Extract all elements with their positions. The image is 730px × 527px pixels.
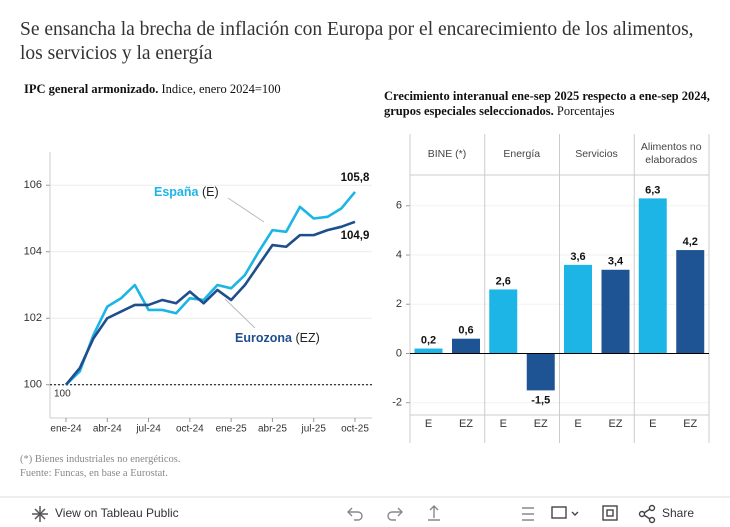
x-tick-label: E xyxy=(574,418,581,430)
value-label: 105,8 xyxy=(341,172,370,184)
bar xyxy=(676,250,705,354)
plot-area xyxy=(50,152,372,418)
x-tick-label: EZ xyxy=(534,418,548,430)
bar xyxy=(601,269,630,354)
reference-label: 100 xyxy=(54,388,71,399)
x-tick-label: ene-24 xyxy=(50,424,82,435)
y-tick-label: 106 xyxy=(24,179,42,191)
x-tick-label: abr-24 xyxy=(93,424,122,435)
line-title: IPC general armonizado. xyxy=(24,82,159,96)
dashboard-title: Se ensancha la brecha de inflación con E… xyxy=(20,19,694,64)
y-tick-label: 104 xyxy=(24,246,42,258)
line-subtitle: IPC general armonizado. Indice, enero 20… xyxy=(24,82,354,97)
value-label: 104,9 xyxy=(341,230,370,242)
y-tick-label: 100 xyxy=(24,379,42,391)
tableau-icon xyxy=(32,506,48,522)
value-label: -1,5 xyxy=(531,394,550,406)
facet-header: Servicios xyxy=(575,147,618,160)
facet-header: Alimentos no elaborados xyxy=(640,141,702,166)
bar xyxy=(638,198,667,354)
value-label: 3,6 xyxy=(570,251,585,263)
facet-header: Energía xyxy=(503,147,541,160)
view-link[interactable]: View on Tableau Public xyxy=(55,506,179,520)
legend-name: Eurozona xyxy=(235,331,293,345)
legend-leader xyxy=(224,298,256,329)
toolbar-icons[interactable] xyxy=(347,504,656,524)
facet-header: BINE (*) xyxy=(427,147,467,160)
value-label: 2,6 xyxy=(496,275,511,287)
value-label: 0,6 xyxy=(458,325,473,337)
y-tick-label: 2 xyxy=(396,298,402,310)
bar xyxy=(564,264,592,354)
y-tick-label: 4 xyxy=(396,249,402,261)
series-line xyxy=(65,191,357,386)
x-tick-label: jul-24 xyxy=(135,424,161,435)
series-line xyxy=(64,220,356,386)
footnote: (*) Bienes industriales no energéticos. xyxy=(20,454,181,465)
source: Fuente: Funcas, en base a Eurostat. xyxy=(20,468,168,479)
bar xyxy=(452,338,480,354)
x-tick-label: oct-25 xyxy=(341,424,369,435)
bar xyxy=(489,289,518,354)
legend-entry: España (E) xyxy=(154,185,219,199)
bar xyxy=(414,348,443,354)
legend-leader xyxy=(227,197,265,223)
value-label: 6,3 xyxy=(645,184,660,196)
share-button[interactable]: Share xyxy=(662,506,694,520)
x-tick-label: ene-25 xyxy=(216,424,248,435)
x-tick-label: E xyxy=(500,418,507,430)
legend-abbr: (EZ) xyxy=(295,331,319,345)
legend-abbr: (E) xyxy=(202,185,219,199)
x-tick-label: EZ xyxy=(608,418,622,430)
x-tick-label: abr-25 xyxy=(258,424,287,435)
x-tick-label: EZ xyxy=(459,418,473,430)
x-tick-label: oct-24 xyxy=(176,424,204,435)
value-label: 0,2 xyxy=(421,334,436,346)
legend-name: España xyxy=(154,185,200,199)
y-tick-label: 6 xyxy=(396,200,402,212)
x-tick-label: jul-25 xyxy=(300,424,326,435)
bar-unit: Porcentajes xyxy=(556,104,615,118)
x-tick-label: E xyxy=(649,418,656,430)
value-label: 3,4 xyxy=(608,256,624,268)
bar-subtitle: Crecimiento interanual ene-sep 2025 resp… xyxy=(384,89,714,119)
y-tick-label: -2 xyxy=(392,397,402,409)
x-tick-label: EZ xyxy=(683,418,697,430)
bar xyxy=(526,353,555,391)
x-tick-label: E xyxy=(425,418,432,430)
y-tick-label: 102 xyxy=(24,312,42,324)
y-tick-label: 0 xyxy=(396,347,402,359)
bar-title: Crecimiento interanual ene-sep 2025 resp… xyxy=(384,89,710,118)
legend-entry: Eurozona (EZ) xyxy=(235,331,320,345)
value-label: 4,2 xyxy=(683,236,698,248)
line-unit: Indice, enero 2024=100 xyxy=(161,82,281,96)
